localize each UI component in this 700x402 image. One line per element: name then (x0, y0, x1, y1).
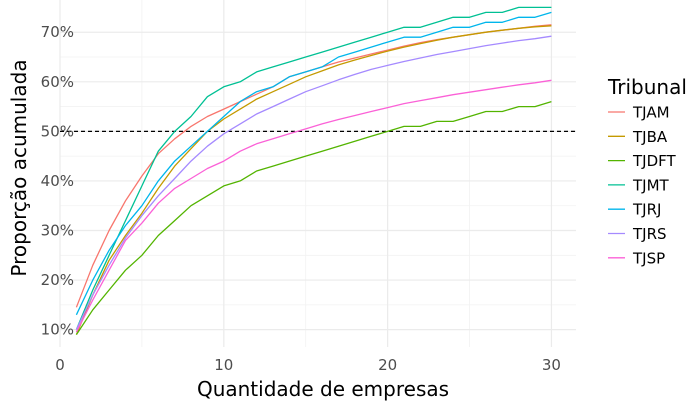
y-axis-title: Proporção acumulada (7, 59, 31, 276)
series-line-tjsp (75, 79, 552, 333)
major-gridlines (59, 0, 576, 347)
series-lines (75, 6, 552, 335)
x-axis-title: Quantidade de empresas (197, 377, 449, 401)
y-tick-label: 70% (41, 23, 74, 41)
legend-label-tjrj: TJRJ (632, 201, 661, 219)
series-line-tjdft (75, 100, 552, 335)
legend-label-tjmt: TJMT (632, 176, 670, 194)
y-tick-label: 10% (41, 321, 74, 339)
series-line-tjmt (75, 6, 552, 330)
x-tick-label: 10 (214, 356, 233, 374)
series-line-tjrj (75, 11, 552, 316)
legend: Tribunal TJAM TJBA TJDFT TJMT TJRJ TJRS TJSP (607, 75, 687, 267)
legend-label-tjam: TJAM (632, 104, 670, 122)
x-tick-label: 20 (378, 356, 397, 374)
legend-label-tjsp: TJSP (632, 249, 665, 267)
x-tick-label: 30 (542, 356, 561, 374)
legend-label-tjdft: TJDFT (632, 152, 677, 170)
legend-title: Tribunal (607, 75, 687, 99)
y-tick-label: 30% (41, 222, 74, 240)
y-tick-label: 60% (41, 73, 74, 91)
series-line-tjam (75, 24, 552, 308)
legend-label-tjrs: TJRS (632, 225, 667, 243)
x-tick-label: 0 (55, 356, 65, 374)
minor-gridlines (60, 0, 576, 347)
legend-label-tjba: TJBA (632, 128, 668, 146)
y-tick-label: 50% (41, 122, 74, 140)
y-tick-label: 40% (41, 172, 74, 190)
y-tick-label: 20% (41, 271, 74, 289)
series-line-tjrs (75, 35, 552, 330)
series-line-tjba (75, 25, 552, 335)
y-axis-ticks: 10% 20% 30% 40% 50% 60% 70% (41, 23, 74, 338)
x-axis-ticks: 0 10 20 30 (55, 356, 561, 374)
